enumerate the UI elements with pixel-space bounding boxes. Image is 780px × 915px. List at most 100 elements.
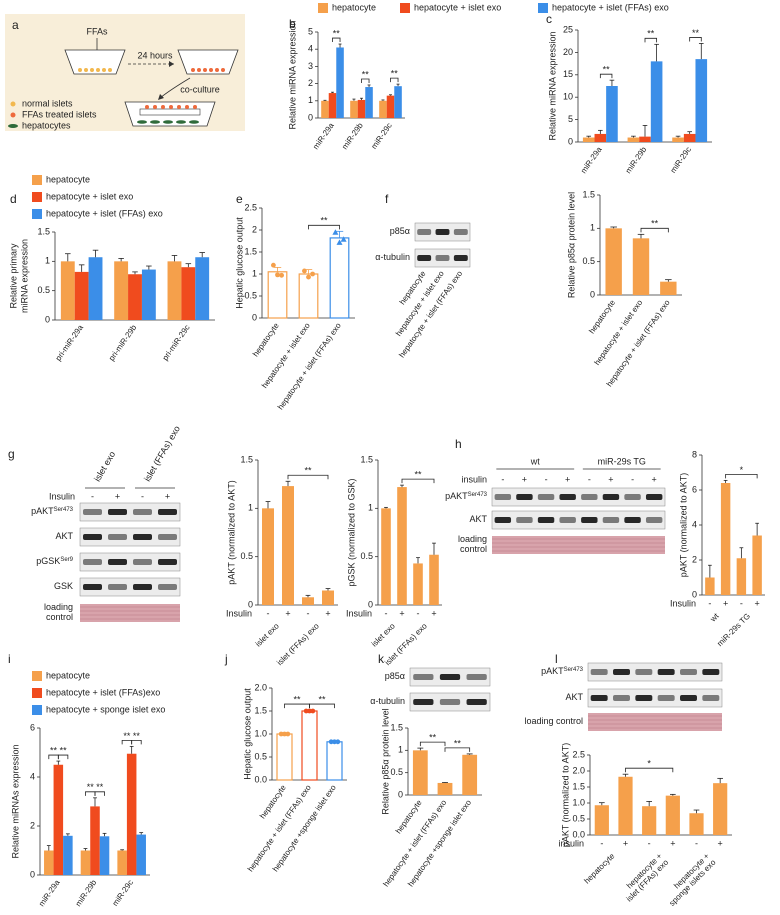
y-axis-label: Relative miRNAs expression bbox=[10, 744, 20, 858]
blot-band bbox=[635, 669, 653, 675]
significance-bracket bbox=[85, 791, 96, 796]
y-axis-label: Relative p85α protein level bbox=[380, 708, 390, 814]
lane-label: - bbox=[141, 491, 144, 501]
blot-strip bbox=[79, 527, 181, 547]
x-tick-label: miR-29a bbox=[37, 878, 62, 908]
x-tick-label: + bbox=[325, 608, 330, 618]
panel-letter: h bbox=[455, 437, 462, 451]
blot-strip bbox=[79, 502, 181, 522]
bar bbox=[74, 271, 89, 320]
blot-band bbox=[537, 494, 555, 500]
blot-band bbox=[453, 255, 468, 261]
panel-letter: a bbox=[12, 18, 19, 32]
blot-row-label-line: loading bbox=[458, 534, 487, 544]
panel-letter: d bbox=[10, 192, 17, 206]
data-point bbox=[328, 739, 334, 745]
blot-band bbox=[108, 509, 127, 515]
blot-band bbox=[494, 494, 512, 500]
significance-bracket bbox=[640, 227, 669, 233]
blot-band bbox=[516, 517, 533, 523]
bar bbox=[282, 486, 294, 605]
blot-row-label-text: pGSK bbox=[36, 556, 60, 566]
y-tick-label: 0 bbox=[308, 112, 313, 122]
blot-band bbox=[466, 699, 487, 705]
blot-row-label: pGSKSer9 bbox=[36, 556, 73, 566]
data-point bbox=[303, 708, 309, 714]
blot-strip bbox=[587, 688, 723, 708]
dish bbox=[177, 49, 239, 75]
x-tick-label: + bbox=[670, 838, 675, 848]
bar bbox=[381, 508, 391, 605]
x-tick-label: - bbox=[708, 598, 711, 608]
x-tick-label: miR-29c bbox=[669, 145, 693, 175]
diagram-label: co-culture bbox=[180, 84, 220, 94]
legend-label: hepatocyte bbox=[332, 2, 376, 12]
significance-label: ** bbox=[87, 782, 95, 792]
legend-swatch bbox=[538, 3, 548, 13]
x-tick-label: miR-29a bbox=[579, 145, 604, 175]
blot-row-label-sup: Ser473 bbox=[564, 667, 584, 673]
significance-bracket bbox=[725, 473, 758, 479]
blot-band bbox=[108, 559, 127, 565]
blot-band bbox=[158, 534, 177, 540]
significance-bracket bbox=[308, 224, 340, 230]
bar bbox=[713, 783, 728, 835]
group-label: islet (FFAs) exo bbox=[275, 621, 321, 667]
y-tick-label: 0.5 bbox=[254, 751, 267, 761]
blot-row-label: AKT bbox=[55, 531, 73, 541]
group-label: islet exo bbox=[370, 621, 398, 649]
blot-band bbox=[602, 517, 620, 523]
y-tick-label: 1.5 bbox=[244, 246, 257, 256]
lane-label: - bbox=[501, 474, 504, 484]
data-point bbox=[275, 272, 280, 278]
blot-row-label-text: AKT bbox=[469, 514, 487, 524]
bar bbox=[128, 274, 142, 320]
bar bbox=[683, 133, 696, 142]
significance-label: ** bbox=[333, 28, 341, 38]
y-tick-label: 1 bbox=[252, 268, 257, 278]
legend-label: hepatocyte bbox=[46, 174, 90, 184]
loading-control-band bbox=[492, 536, 665, 554]
bar bbox=[126, 753, 137, 875]
x-tick-label: - bbox=[267, 608, 270, 618]
row-label: insulin bbox=[558, 838, 584, 848]
bar bbox=[88, 257, 103, 320]
blot-row-label-sup: Ser9 bbox=[60, 557, 73, 563]
bar bbox=[365, 87, 373, 118]
legend-swatch bbox=[32, 192, 42, 202]
significance-bracket bbox=[57, 754, 69, 760]
blot-band bbox=[494, 517, 512, 523]
blot-row-label-text: AKT bbox=[565, 692, 583, 702]
x-tick-label: hepatocyte bbox=[251, 321, 281, 359]
significance-label: * bbox=[740, 465, 744, 475]
bar bbox=[594, 805, 609, 835]
y-axis-label: pAKT (normalized to AKT) bbox=[226, 480, 236, 584]
blot-row-label: α-tubulin bbox=[370, 696, 405, 706]
blot-row-label-sup: Ser473 bbox=[54, 507, 74, 513]
panel-letter: j bbox=[224, 652, 228, 666]
blot-row-label: loading control bbox=[44, 602, 73, 622]
lane-label: - bbox=[545, 474, 548, 484]
y-tick-label: 1.5 bbox=[582, 189, 595, 199]
blot-band bbox=[133, 584, 152, 590]
islets bbox=[145, 105, 197, 109]
bar bbox=[606, 86, 618, 142]
group-label: hepatocyte bbox=[583, 851, 617, 885]
y-tick-label: 1.5 bbox=[390, 722, 403, 732]
blot-row-label: GSK bbox=[54, 581, 73, 591]
significance-bracket bbox=[419, 741, 446, 747]
blot-row-label: p85α bbox=[385, 671, 405, 681]
bar bbox=[660, 281, 677, 295]
group-label: hepatocyte +islet (FFAs) exo bbox=[618, 851, 670, 903]
y-tick-label: 1 bbox=[308, 95, 313, 105]
bar bbox=[429, 554, 439, 605]
significance-label: ** bbox=[133, 731, 141, 741]
x-tick-label: miR-29b bbox=[624, 145, 649, 175]
x-tick-label: + bbox=[754, 598, 759, 608]
y-tick-label: 6 bbox=[30, 722, 35, 732]
y-tick-label: 0 bbox=[590, 289, 595, 299]
significance-label: ** bbox=[320, 216, 328, 226]
x-tick-label: hepatocyte + islet (FFAs) exo bbox=[276, 321, 343, 412]
bar bbox=[639, 136, 651, 142]
bar bbox=[262, 508, 274, 605]
